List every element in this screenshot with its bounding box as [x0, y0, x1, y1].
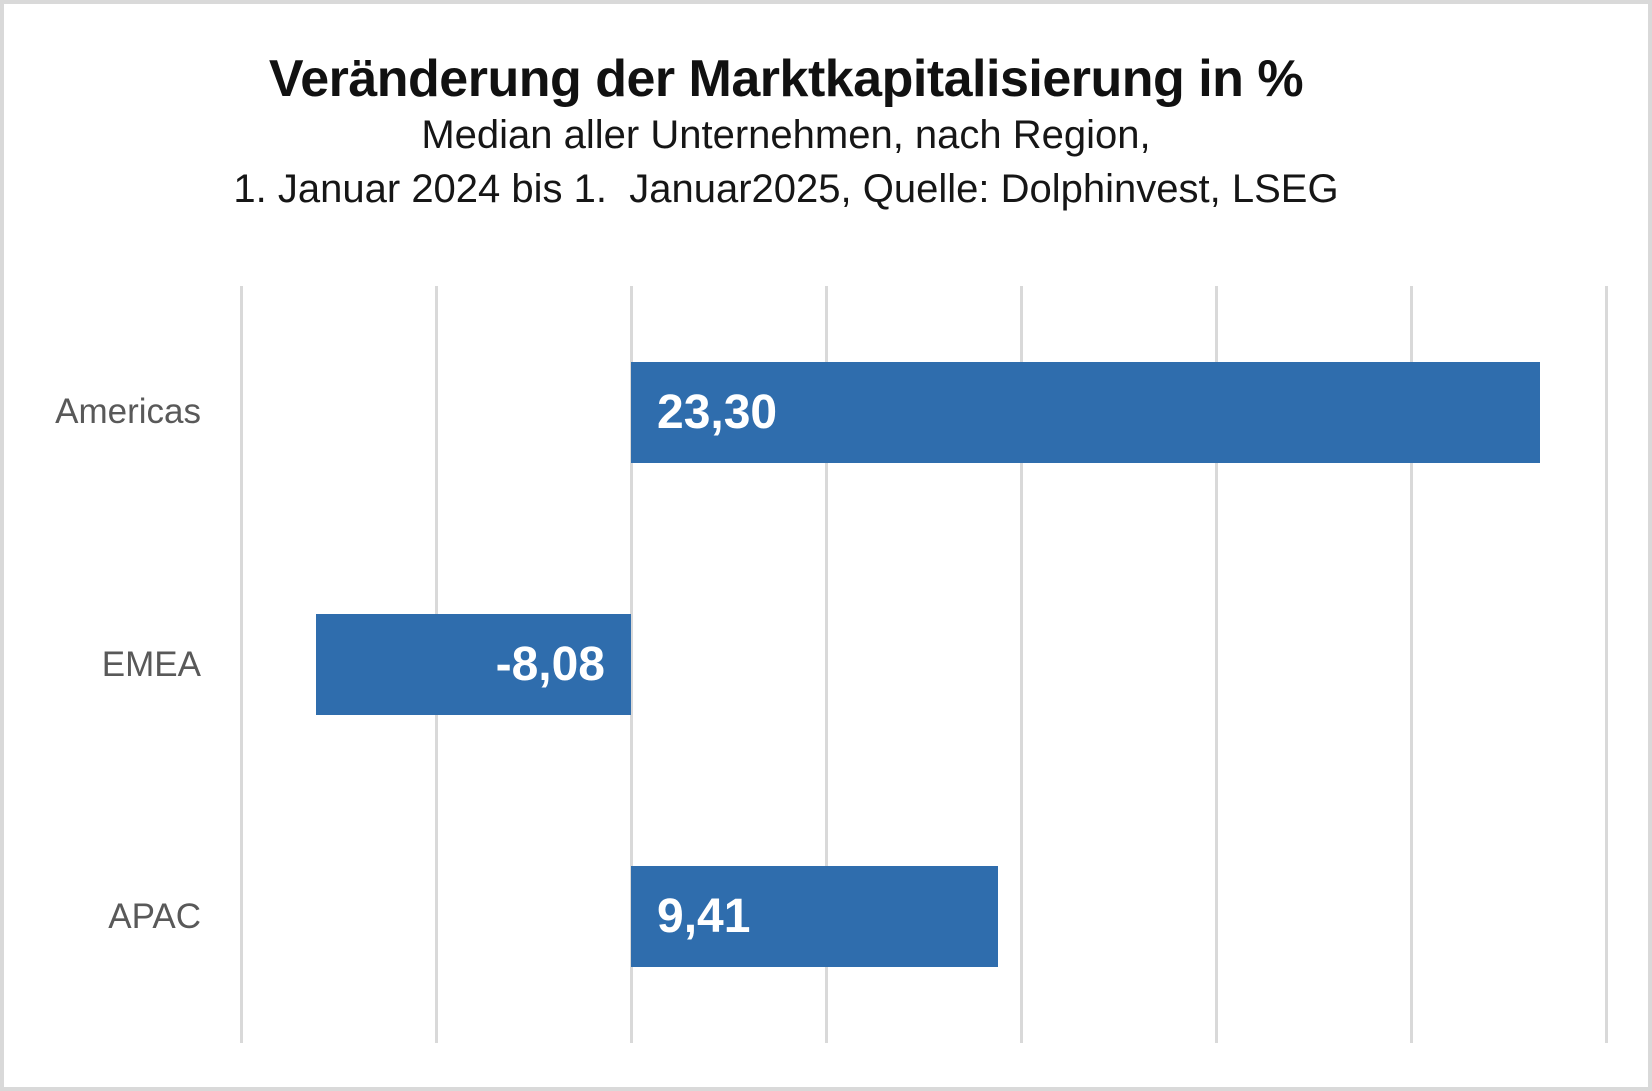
gridline-x-20	[1410, 286, 1413, 1043]
gridline-x--10	[240, 286, 243, 1043]
gridline-x-5	[825, 286, 828, 1043]
gridline-x-25	[1605, 286, 1608, 1043]
category-label-apac: APAC	[108, 896, 201, 936]
bar-americas	[631, 361, 1540, 463]
category-label-emea: EMEA	[101, 644, 201, 684]
category-label-americas: Americas	[55, 392, 201, 432]
gridline-x-10	[1020, 286, 1023, 1043]
gridline-x-0	[630, 286, 633, 1043]
gridline-x-15	[1215, 286, 1218, 1043]
value-label-apac: 9,41	[657, 890, 751, 944]
chart-subtitle-line-1: Median aller Unternehmen, nach Region,	[421, 113, 1151, 157]
chart-subtitle-line-2: 1. Januar 2024 bis 1. Januar2025, Quelle…	[233, 167, 1339, 211]
chart-title: Veränderung der Marktkapitalisierung in …	[268, 50, 1304, 108]
bar-apac	[631, 866, 998, 968]
value-label-emea: -8,08	[495, 638, 605, 691]
plot-area: 23,30 -8,08 9,41	[240, 286, 1608, 1043]
value-label-americas: 23,30	[657, 385, 778, 439]
chart-heading: Veränderung der Marktkapitalisierung in …	[4, 50, 1648, 216]
bar-emea	[315, 614, 631, 715]
